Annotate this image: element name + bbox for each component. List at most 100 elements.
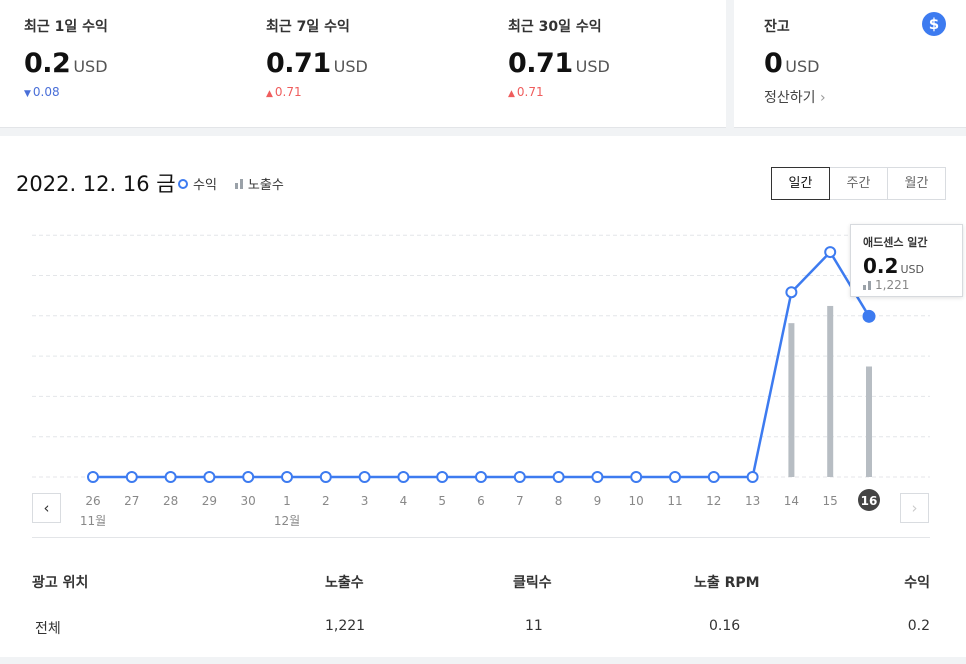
tooltip-title: 애드센스 일간	[863, 236, 928, 249]
x-tick-label: 12	[706, 494, 721, 508]
chart-next-button[interactable]: ›	[900, 493, 929, 523]
tooltip-impressions: 1,221	[875, 278, 910, 292]
stat-unit: USD	[73, 57, 108, 76]
revenue-point	[785, 286, 798, 299]
balance-card: 잔고 0 USD 정산하기 › $	[734, 0, 966, 128]
x-tick-label: 1	[283, 494, 291, 508]
stat-label: 최근 7일 수익	[266, 19, 350, 35]
balance-value: 0	[764, 48, 783, 79]
stat-30day: 최근 30일 수익 0.71 USD ▲ 0.71	[508, 16, 610, 99]
x-tick-label: 8	[555, 494, 563, 508]
revenue-line	[93, 250, 871, 479]
stat-value: 0.71	[508, 48, 573, 79]
divider	[32, 537, 930, 538]
revenue-point	[746, 471, 759, 483]
chart-tooltip: 애드센스 일간 0.2 USD 1,221	[850, 224, 963, 297]
cell-revenue: 0.2	[907, 618, 930, 634]
dollar-icon[interactable]: $	[922, 12, 946, 36]
bar-marker-icon	[863, 280, 871, 290]
ad-placement-table: 광고 위치 노출수 클릭수 노출 RPM 수익 전체 1,221 11 0.16…	[32, 572, 930, 664]
revenue-point	[669, 471, 681, 483]
table-header-row: 광고 위치 노출수 클릭수 노출 RPM 수익	[32, 572, 930, 618]
stat-value: 0.2	[24, 48, 71, 79]
month-label: 11월	[80, 514, 106, 528]
arrow-up-icon: ▲	[266, 89, 273, 99]
revenue-point	[824, 246, 837, 259]
cell-impressions: 1,221	[325, 618, 366, 634]
revenue-point	[397, 471, 410, 483]
revenue-point	[591, 471, 604, 483]
balance-label: 잔고	[764, 19, 790, 35]
stat-label: 최근 30일 수익	[508, 19, 602, 35]
x-tick-label: 6	[477, 494, 485, 508]
col-header-clicks: 클릭수	[513, 575, 552, 591]
stat-change: ▲ 0.71	[508, 85, 544, 99]
summary-cards: 최근 1일 수익 0.2 USD ▼ 0.08 최근 7일 수익 0.71 USD ▲…	[0, 0, 966, 128]
x-tick-label: 26	[85, 494, 100, 508]
x-tick-label: 7	[516, 494, 524, 508]
circle-marker-icon	[178, 178, 188, 189]
revenue-point	[862, 309, 876, 323]
x-tick-label: 11	[667, 494, 682, 508]
selected-day-marker	[858, 489, 880, 511]
chevron-right-icon: ›	[819, 90, 826, 106]
col-header-revenue: 수익	[904, 575, 930, 591]
revenue-point	[164, 471, 177, 483]
chart-legend: 수익 노출수	[178, 174, 284, 193]
legend-impressions: 노출수	[247, 178, 284, 193]
x-tick-label: 9	[594, 494, 602, 508]
stat-unit: USD	[333, 57, 368, 76]
selected-date: 2022. 12. 16 금	[16, 172, 176, 196]
stat-value: 0.71	[266, 48, 331, 79]
revenue-summary-card: 최근 1일 수익 0.2 USD ▼ 0.08 최근 7일 수익 0.71 USD ▲…	[0, 0, 726, 128]
revenue-point	[358, 471, 371, 483]
x-tick-label: 29	[202, 494, 217, 508]
col-header-placement: 광고 위치	[32, 575, 89, 591]
chart-panel: 2022. 12. 16 금 수익 노출수 일간 주간 월간 26 27 28 29 3…	[0, 136, 966, 657]
x-tick-label: 5	[438, 494, 446, 508]
x-tick-label: 2	[322, 494, 330, 508]
revenue-point	[436, 471, 449, 483]
x-tick-label: 16	[861, 494, 878, 508]
table-row: 전체 1,221 11 0.16 0.2	[32, 618, 930, 664]
settle-link[interactable]: 정산하기 ›	[764, 90, 826, 106]
balance-unit: USD	[785, 57, 820, 76]
tooltip-value: 0.2	[863, 254, 899, 278]
cell-placement: 전체	[35, 621, 61, 637]
tab-weekly[interactable]: 주간	[829, 167, 888, 200]
col-header-impressions: 노출수	[325, 575, 364, 591]
stat-label: 최근 1일 수익	[24, 19, 108, 35]
tooltip-unit: USD	[900, 263, 924, 276]
x-tick-label: 3	[361, 494, 369, 508]
impression-bar	[788, 323, 795, 477]
period-tabs: 일간 주간 월간	[771, 167, 946, 200]
x-tick-label: 30	[241, 494, 256, 508]
revenue-point	[707, 471, 720, 483]
x-tick-label: 14	[784, 494, 799, 508]
col-header-rpm: 노출 RPM	[694, 575, 760, 591]
revenue-point	[513, 471, 526, 483]
revenue-point	[475, 471, 487, 483]
bar-marker-icon	[234, 178, 243, 189]
cell-clicks: 11	[525, 618, 543, 634]
arrow-down-icon: ▼	[24, 89, 31, 99]
cell-rpm: 0.16	[709, 618, 741, 634]
revenue-point	[87, 471, 99, 483]
x-tick-label: 15	[823, 494, 838, 508]
revenue-point	[319, 471, 332, 483]
revenue-point	[242, 471, 255, 483]
stat-change: ▲ 0.71	[266, 85, 302, 99]
stat-7day: 최근 7일 수익 0.71 USD ▲ 0.71	[266, 16, 368, 99]
chevron-right-icon: ›	[911, 499, 918, 517]
tab-daily[interactable]: 일간	[771, 167, 830, 200]
revenue-point	[203, 471, 216, 483]
stat-1day: 최근 1일 수익 0.2 USD ▼ 0.08	[24, 16, 108, 99]
x-tick-label: 27	[124, 494, 139, 508]
x-tick-label: 4	[400, 494, 408, 508]
revenue-point	[281, 471, 293, 483]
tab-monthly[interactable]: 월간	[887, 167, 946, 200]
x-tick-label: 28	[163, 494, 178, 508]
revenue-point	[630, 471, 643, 483]
chart-prev-button[interactable]: ‹	[32, 493, 61, 523]
